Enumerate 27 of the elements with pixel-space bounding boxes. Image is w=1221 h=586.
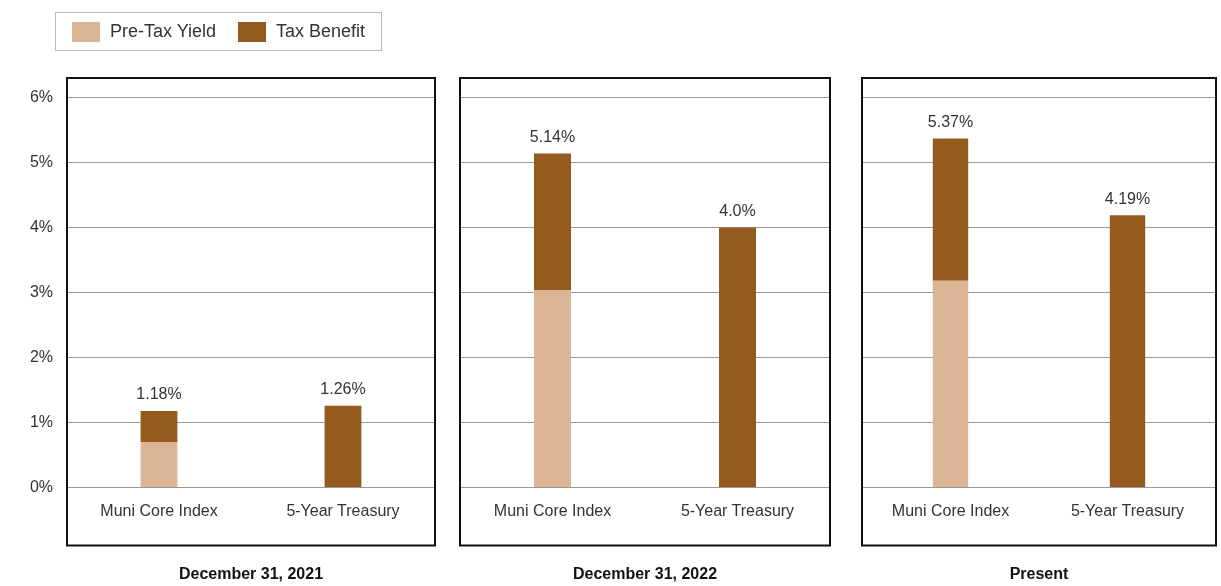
y-tick-label: 3% — [29, 282, 53, 300]
bar — [140, 410, 178, 443]
x-tick-label: 5-Year Treasury — [1070, 501, 1185, 519]
legend-label: Pre-Tax Yield — [110, 21, 217, 42]
x-axis-title: December 31, 2021 — [178, 564, 324, 582]
y-tick-label: 1% — [29, 412, 53, 430]
x-tick-label: 5-Year Treasury — [286, 501, 400, 519]
total-label: 4.19% — [1104, 189, 1151, 207]
x-axis-title: December 31, 2022 — [572, 564, 718, 582]
x-tick-label: Muni Core Index — [100, 501, 218, 519]
total-label: 1.26% — [320, 380, 366, 398]
total-label: 1.18% — [136, 385, 182, 403]
x-axis-title: Present — [1009, 564, 1070, 582]
bar — [140, 442, 178, 488]
bar — [324, 405, 362, 488]
total-label: 5.14% — [529, 127, 576, 145]
total-label: 5.37% — [927, 112, 974, 130]
y-tick-label: 5% — [29, 152, 53, 170]
total-label: 4.0% — [719, 201, 756, 219]
y-tick-label: 0% — [29, 478, 53, 496]
legend-label: Tax Benefit — [276, 21, 366, 42]
y-tick-label: 6% — [29, 87, 53, 105]
x-tick-label: Muni Core Index — [493, 501, 612, 519]
x-tick-label: Muni Core Index — [891, 501, 1010, 519]
y-tick-label: 2% — [29, 347, 53, 365]
y-tick-label: 4% — [29, 217, 53, 235]
x-tick-label: 5-Year Treasury — [680, 501, 795, 519]
